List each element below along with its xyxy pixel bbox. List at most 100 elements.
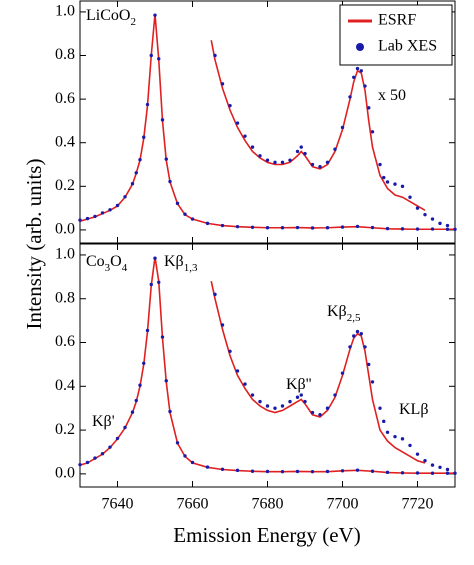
data-point	[299, 145, 303, 149]
data-point	[310, 162, 315, 167]
annotation-part: Kβ'	[92, 413, 115, 430]
data-point	[108, 208, 112, 212]
data-point	[363, 84, 367, 88]
data-point	[153, 13, 157, 17]
data-point	[295, 469, 300, 474]
annotation-part: Kβ	[164, 253, 184, 270]
data-point	[115, 203, 120, 208]
data-point	[385, 430, 390, 434]
data-point	[149, 53, 153, 58]
data-point	[93, 214, 97, 219]
data-point	[370, 225, 375, 230]
x-tick-label: 7640	[102, 496, 134, 513]
data-point	[183, 212, 187, 216]
data-point	[160, 118, 165, 122]
data-point	[415, 471, 420, 475]
data-point	[213, 292, 217, 297]
data-point	[438, 465, 442, 469]
data-point	[205, 465, 210, 469]
data-point	[318, 413, 322, 417]
data-point	[250, 393, 255, 397]
data-point	[310, 469, 315, 474]
data-point	[157, 57, 161, 61]
data-point	[235, 224, 240, 229]
data-point	[378, 406, 382, 410]
data-point	[359, 332, 363, 336]
data-point	[213, 53, 217, 58]
data-point	[438, 221, 442, 226]
annotation: x 50	[378, 87, 406, 104]
data-point	[453, 471, 457, 475]
data-point	[134, 171, 138, 175]
data-point	[310, 410, 315, 415]
data-point	[400, 471, 405, 475]
data-point	[378, 162, 382, 167]
x-tick-label: 7720	[402, 496, 434, 513]
data-point	[325, 469, 330, 474]
data-point	[228, 103, 232, 108]
data-point	[265, 158, 270, 162]
data-point	[183, 454, 187, 458]
y-tick-label: 0.2	[55, 421, 75, 438]
data-point	[130, 181, 135, 186]
data-point	[299, 393, 303, 397]
annotation-part: 1,3	[184, 262, 198, 274]
data-point	[445, 467, 450, 472]
data-point	[423, 459, 427, 463]
data-point	[100, 452, 105, 456]
data-point	[138, 383, 142, 387]
data-point	[352, 75, 356, 80]
data-point	[250, 469, 255, 473]
y-tick-label: 0.0	[55, 221, 75, 238]
annotation-part: O	[110, 253, 122, 270]
data-point	[385, 180, 390, 184]
data-point	[250, 145, 255, 149]
y-tick-label: 0.0	[55, 465, 75, 482]
data-point	[430, 227, 435, 231]
data-point	[408, 443, 412, 448]
annotation: Kβ'	[92, 413, 115, 430]
data-point	[382, 419, 386, 424]
data-point	[243, 134, 247, 138]
data-point	[115, 436, 120, 441]
data-point	[355, 66, 360, 71]
data-point	[318, 164, 322, 169]
annotation-part: Kβ''	[286, 376, 312, 393]
data-point	[78, 462, 82, 467]
data-point	[160, 335, 165, 339]
data-point	[273, 160, 277, 165]
annotation: Kβ1,3	[164, 253, 198, 274]
data-point	[123, 425, 127, 430]
data-point	[235, 468, 240, 473]
data-point	[265, 469, 270, 474]
data-line	[210, 40, 426, 211]
annotation-part: KLβ	[399, 401, 428, 418]
data-point	[295, 225, 300, 230]
data-point	[303, 151, 307, 156]
data-point	[288, 158, 292, 162]
data-point	[164, 379, 168, 383]
legend-swatch	[356, 43, 364, 51]
legend-label: ESRF	[378, 12, 416, 29]
y-tick-label: 0.2	[55, 177, 75, 194]
data-point	[142, 135, 146, 139]
x-tick-label: 7660	[177, 496, 209, 513]
x-tick-label: 7700	[327, 496, 359, 513]
data-point	[149, 282, 153, 287]
data-point	[367, 106, 371, 110]
data-point	[400, 437, 405, 441]
data-point	[408, 195, 412, 199]
data-point	[430, 217, 435, 221]
data-point	[340, 469, 345, 473]
data-point	[288, 399, 292, 404]
data-point	[243, 382, 247, 386]
data-point	[310, 226, 315, 230]
annotation-part: LiCoO	[86, 7, 130, 24]
data-point	[415, 452, 420, 456]
data-point	[340, 125, 345, 130]
data-point	[280, 160, 285, 165]
data-point	[295, 149, 300, 154]
data-point	[415, 206, 420, 210]
data-point	[157, 280, 161, 285]
